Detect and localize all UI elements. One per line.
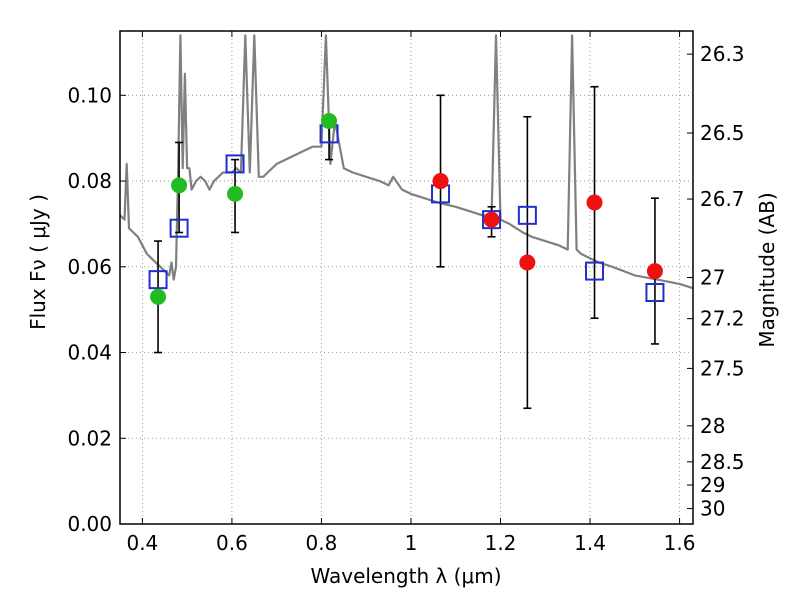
y-tick-label: 0.02 xyxy=(67,426,112,450)
model-square xyxy=(517,205,537,225)
model-square xyxy=(585,261,605,281)
green-point xyxy=(150,288,167,305)
red-point xyxy=(646,263,663,280)
red-point xyxy=(519,254,536,271)
y-axis-label: Flux Fν ( μJy ) xyxy=(26,194,50,330)
model-square xyxy=(169,218,189,238)
y2-tick-label: 27 xyxy=(700,266,725,290)
y2-axis-label: Magnitude (AB) xyxy=(755,192,779,347)
x-tick-label: 1.4 xyxy=(574,531,606,555)
y2-tick-label: 26.7 xyxy=(700,187,745,211)
y-tick-label: 0.08 xyxy=(67,169,112,193)
x-tick-label: 0.4 xyxy=(126,531,158,555)
green-point xyxy=(321,113,338,130)
green-point xyxy=(227,185,244,202)
errorbar-layer xyxy=(154,85,659,410)
plot-frame xyxy=(119,30,694,525)
x-tick-label: 1.6 xyxy=(664,531,696,555)
y2-tick-label: 28 xyxy=(700,414,725,438)
grid xyxy=(120,31,693,525)
y2-tick-label: 27.5 xyxy=(700,356,745,380)
y2-tick-label: 28.5 xyxy=(700,450,745,474)
model-square xyxy=(148,270,168,290)
spectrum-line xyxy=(119,34,694,290)
y-tick-label: 0.04 xyxy=(67,341,112,365)
y-tick-label: 0.00 xyxy=(67,512,112,536)
ticks xyxy=(120,31,693,525)
green-point xyxy=(171,177,188,194)
y2-tick-label: 27.2 xyxy=(700,307,745,331)
y-tick-label: 0.06 xyxy=(67,255,112,279)
y2-tick-label: 26.3 xyxy=(700,42,745,66)
y2-tick-label: 30 xyxy=(700,497,725,521)
y2-tick-label: 29 xyxy=(700,473,725,497)
tick-labels: 0.4 0.6 0.8 1 1.2 1.4 1.6 0.00 0.02 0.04 0.06 0.08 0… xyxy=(67,42,744,555)
y-tick-label: 0.10 xyxy=(67,83,112,107)
x-tick-label: 1 xyxy=(405,531,418,555)
spectrum-layer xyxy=(119,34,694,290)
y2-tick-label: 26.5 xyxy=(700,121,745,145)
red-point xyxy=(586,194,603,211)
model-square xyxy=(225,154,245,174)
red-point xyxy=(483,211,500,228)
x-tick-label: 0.6 xyxy=(216,531,248,555)
x-tick-label: 1.2 xyxy=(485,531,517,555)
model-square xyxy=(482,210,502,230)
x-axis-label: Wavelength λ (μm) xyxy=(310,564,501,588)
red-point xyxy=(432,173,449,190)
model-square xyxy=(645,283,665,303)
x-tick-label: 0.8 xyxy=(306,531,338,555)
marker-layer xyxy=(148,113,665,305)
